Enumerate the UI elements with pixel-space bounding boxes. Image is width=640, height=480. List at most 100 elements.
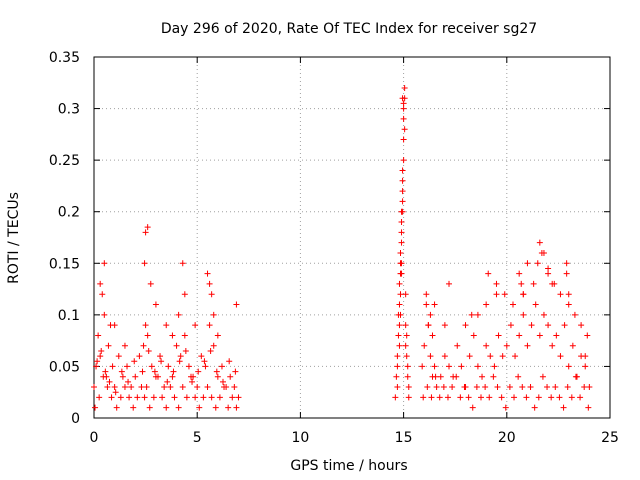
data-point [538,249,545,256]
y-tick-label: 0 [71,411,80,427]
y-tick-label: 0.2 [58,205,80,221]
data-point [436,394,443,401]
data-point [536,239,543,246]
data-point [233,301,240,308]
tick-labels: 0 5 10 15 20 25 0 0.05 0.1 0.15 0.2 0.25 0.3 0.35 [49,50,619,446]
data-point [444,394,451,401]
data-point [157,353,164,360]
data-point [208,291,215,298]
x-axis-label: GPS time / hours [290,458,407,474]
data-point [106,378,113,385]
data-point [506,384,513,391]
data-point [108,394,115,401]
data-point [469,404,476,411]
data-point [204,384,211,391]
data-point [398,260,405,267]
data-point [112,389,119,396]
data-point [393,373,400,380]
data-point [568,394,575,401]
data-point [100,373,107,380]
data-point [141,394,148,401]
data-point [126,394,133,401]
data-point [527,384,534,391]
data-point [163,322,170,329]
data-point [424,384,431,391]
data-point [148,363,155,370]
chart-title: Day 296 of 2020, Rate Of TEC Index for r… [161,21,537,37]
data-point [535,394,542,401]
data-point [462,322,469,329]
data-point [441,353,448,360]
data-point [151,368,158,375]
data-point [400,136,407,143]
data-point [400,115,407,122]
x-tick-label: 15 [395,430,413,446]
data-point [115,353,122,360]
y-axis-label: ROTI / TECUs [6,192,22,284]
data-point [189,378,196,385]
data-point [142,322,149,329]
data-point [449,384,456,391]
data-point [561,322,568,329]
data-point [124,363,131,370]
data-point [563,270,570,277]
data-point [196,404,203,411]
data-point [125,378,132,385]
data-point [404,373,411,380]
data-point [179,260,186,267]
plot-frame [93,56,611,419]
data-point [474,363,481,370]
data-point [397,311,404,318]
data-point [170,368,177,375]
data-point [121,384,128,391]
data-point [557,291,564,298]
data-point [200,394,207,401]
x-tick-label: 0 [90,430,99,446]
data-point [511,394,518,401]
data-point [396,280,403,287]
data-point [399,177,406,184]
data-point [171,394,178,401]
data-point [140,342,147,349]
data-point [399,167,406,174]
data-point [578,322,585,329]
data-point [97,280,104,287]
data-point [483,342,490,349]
data-point [113,404,120,411]
data-point [545,265,552,272]
data-point [440,384,447,391]
data-point [479,373,486,380]
data-point [530,280,537,287]
data-point [534,260,541,267]
data-point [394,363,401,370]
data-point [207,347,214,354]
data-point [571,311,578,318]
data-point [177,353,184,360]
data-point [528,322,535,329]
data-point [584,332,591,339]
data-point [402,322,409,329]
data-point [179,384,186,391]
data-point [486,394,493,401]
data-point [398,239,405,246]
data-point [405,394,412,401]
data-point [531,404,538,411]
data-point [214,332,221,339]
data-point [482,384,489,391]
data-point [423,291,430,298]
data-point [429,332,436,339]
data-point [181,291,188,298]
data-point [229,394,236,401]
data-point [132,373,139,380]
data-point [400,157,407,164]
data-point [420,394,427,401]
data-point [164,378,171,385]
data-point [109,363,116,370]
data-point [490,373,497,380]
data-point [403,353,410,360]
data-point [432,373,439,380]
data-point [173,342,180,349]
data-point [399,188,406,195]
data-point [433,384,440,391]
data-point [111,322,118,329]
